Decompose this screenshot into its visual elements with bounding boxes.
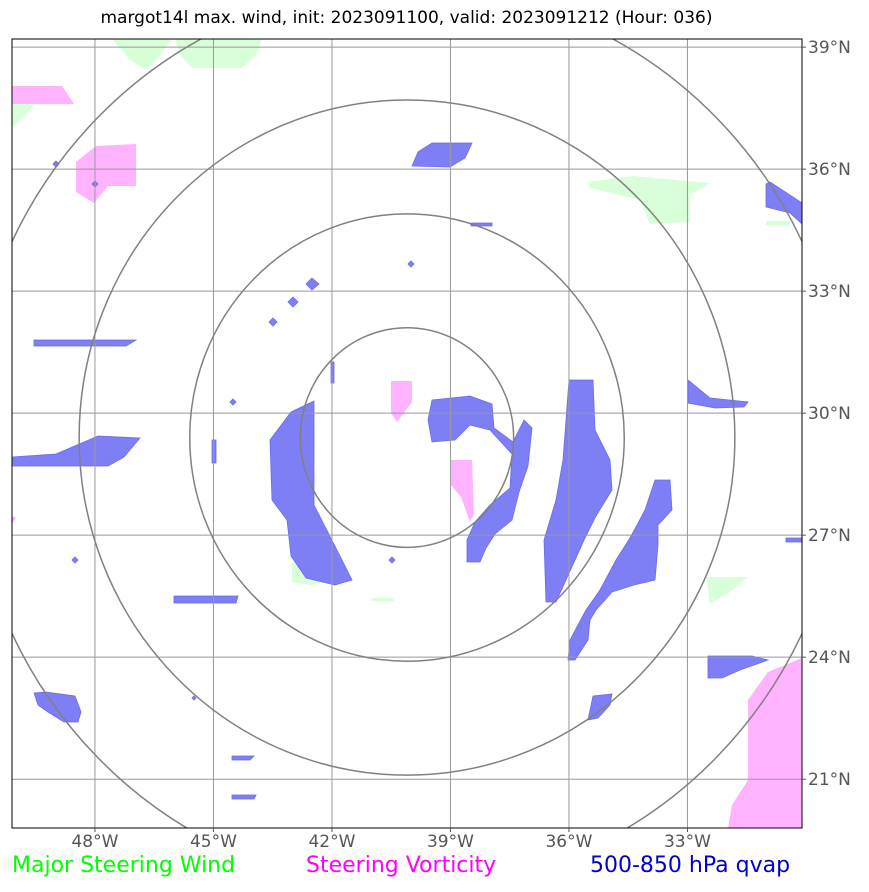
qvap-area-e-24n	[707, 655, 770, 679]
vorticity-area-center-1	[391, 381, 412, 422]
qvap-area-west-blob	[11, 435, 141, 467]
vorticity-area-nw-1	[12, 86, 74, 104]
lat-tick-label: 24°N	[808, 648, 851, 668]
qvap-area-east-band	[543, 379, 613, 603]
range-ring	[78, 99, 736, 776]
legend-steering-vorticity: Steering Vorticity	[306, 853, 497, 878]
lat-tick-label: 30°N	[808, 404, 851, 424]
vorticity-areas	[12, 86, 802, 828]
legend-steering-wind: Major Steering Wind	[12, 853, 236, 878]
range-ring	[299, 327, 515, 549]
vorticity-area-se	[728, 658, 802, 828]
qvap-area-diamond-2	[287, 296, 299, 308]
lon-tick-label: 48°W	[71, 832, 118, 852]
lon-tick-label: 33°W	[664, 832, 711, 852]
vorticity-area-center-2	[451, 460, 474, 522]
qvap-area-mid-strip	[211, 439, 217, 464]
map-title: margot14l max. wind, init: 2023091100, v…	[100, 8, 713, 28]
wind-area-top-2	[175, 39, 262, 68]
qvap-area-diamond-10	[191, 695, 197, 701]
lat-tick-label: 21°N	[808, 770, 851, 790]
qvap-area-diamond-4	[407, 260, 415, 268]
qvap-area-eye-west	[269, 400, 353, 586]
lon-tick-label: 39°W	[427, 832, 474, 852]
lon-tick-label: 42°W	[308, 832, 355, 852]
qvap-area-sw-blob	[33, 691, 82, 723]
map-frame	[11, 38, 803, 829]
qvap-area-diamond-8	[71, 556, 79, 564]
qvap-area-e-30n	[687, 379, 749, 409]
lat-tick-label: 27°N	[808, 526, 851, 546]
wind-area-left	[12, 103, 36, 128]
steering-wind-areas	[12, 39, 790, 604]
lat-tick-label: 39°N	[808, 38, 851, 58]
lat-tick-label: 36°N	[808, 160, 851, 180]
range-ring	[189, 213, 625, 663]
legend-qvap: 500-850 hPa qvap	[590, 853, 791, 878]
qvap-area-diamond-3	[268, 317, 278, 327]
lat-tick-label: 33°N	[808, 282, 851, 302]
qvap-area-diamond-1	[305, 277, 320, 291]
qvap-area-east-stripe	[567, 479, 673, 661]
qvap-area-ne	[765, 181, 803, 225]
qvap-area-diamond-9	[388, 556, 396, 564]
wind-area-top-1	[112, 39, 172, 70]
wind-area-east-upper	[588, 176, 710, 224]
qvap-area-e-27n	[785, 537, 803, 543]
lon-tick-label: 36°W	[545, 832, 592, 852]
wind-area-small	[371, 598, 394, 601]
qvap-area-north	[411, 142, 473, 168]
wind-area-east-strip	[766, 221, 790, 225]
wind-area-east-low	[706, 577, 748, 604]
qvap-area-west-streak	[33, 339, 138, 347]
qvap-area-e-22n	[587, 693, 613, 721]
range-rings	[12, 39, 802, 828]
qvap-area-s-small-2	[231, 794, 257, 800]
qvap-areas	[11, 142, 803, 800]
lon-tick-label: 45°W	[190, 832, 237, 852]
vorticity-area-edge	[12, 516, 16, 524]
gridlines	[12, 39, 802, 828]
vorticity-area-nw-2	[76, 144, 136, 203]
qvap-area-s-small-1	[231, 755, 255, 761]
qvap-area-eye-north	[427, 395, 533, 563]
tick-labels: 48°W 45°W 42°W 39°W 36°W 33°W 39°N 36°N 33°N 30°N…	[71, 38, 850, 852]
qvap-area-s-streak	[173, 595, 239, 604]
qvap-area-diamond-7	[229, 398, 237, 406]
